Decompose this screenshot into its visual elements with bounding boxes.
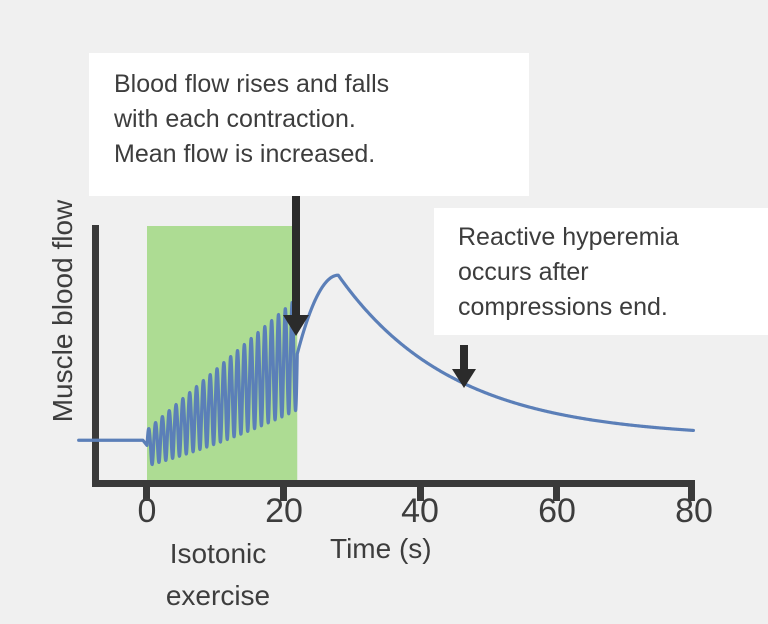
- contraction-callout-line-3: Mean flow is increased.: [114, 140, 376, 168]
- blood-flow-curve: [77, 273, 695, 467]
- x-axis-line: [92, 480, 695, 487]
- x-tick-20: [280, 487, 287, 501]
- hyperemia-callout-line-2: occurs after: [458, 258, 589, 286]
- contraction-arrow: [283, 192, 309, 336]
- hyperemia-callout: Reactive hyperemia occurs after compress…: [434, 208, 768, 335]
- isotonic-exercise-label-line-1: Isotonic: [169, 538, 267, 569]
- x-tick-label-80: 80: [675, 492, 713, 530]
- contraction-callout: Blood flow rises and falls with each con…: [89, 53, 529, 196]
- y-axis-title: Muscle blood flow: [47, 199, 78, 423]
- contraction-callout-line-2: with each contraction.: [114, 105, 356, 133]
- x-tick-label-60: 60: [538, 492, 576, 530]
- y-axis-line: [92, 225, 99, 487]
- x-tick-0: [143, 487, 150, 501]
- hyperemia-arrow: [452, 345, 476, 388]
- x-axis-title: Time (s): [330, 533, 432, 564]
- x-tick-80: [688, 487, 695, 501]
- isotonic-exercise-label-line-2: exercise: [165, 580, 271, 611]
- hyperemia-callout-line-1: Reactive hyperemia: [458, 223, 679, 251]
- x-tick-60: [553, 487, 560, 501]
- hyperemia-callout-line-3: compressions end.: [458, 293, 668, 321]
- isotonic-exercise-label: Isotonic exercise: [133, 533, 303, 617]
- isotonic-exercise-shaded-region: [147, 226, 298, 486]
- x-tick-40: [417, 487, 424, 501]
- axes: [92, 225, 695, 501]
- x-tick-label-20: 20: [265, 492, 303, 530]
- contraction-callout-line-1: Blood flow rises and falls: [114, 70, 390, 98]
- x-tick-label-0: 0: [137, 492, 157, 530]
- x-tick-label-40: 40: [401, 492, 439, 530]
